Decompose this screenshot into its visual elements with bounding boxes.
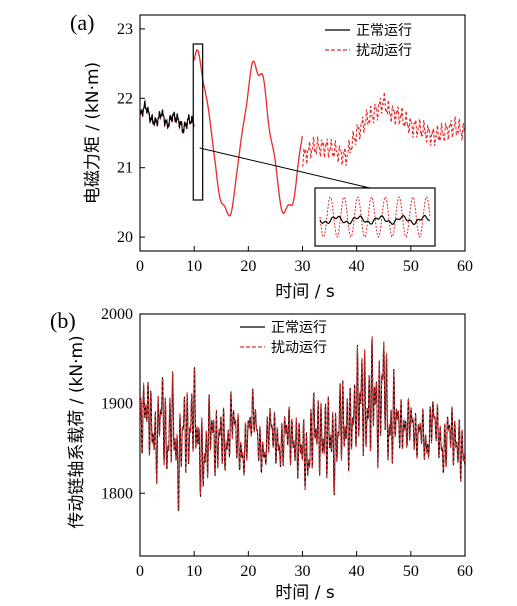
panel-a-y-tick-label: 22 [117,90,133,107]
panel-b-x-axis-title: 时间 / s [275,583,335,603]
zoom-inset-normal-line [319,214,431,226]
panel-b-y-axis-title: 传动链轴系载荷 / (kN·m) [67,335,87,528]
panel-a-x-tick-label: 0 [136,258,144,275]
zoom-region-box [192,43,204,201]
panel-b-x-tick-label: 40 [349,563,365,580]
zoom-inset-disturbed-line [319,196,431,238]
panel-b-x-tick-label: 50 [403,563,419,580]
panel-a-y-tick-label: 23 [117,21,133,38]
panel-a-x-tick-label: 20 [240,258,256,275]
panel-a-zoom-inset [192,43,436,247]
panel-b-x-tick-label: 20 [240,563,256,580]
panel-a-series-normal [140,99,195,134]
panel-a-x-axis-title: 时间 / s [275,282,335,302]
panel-b-x-tick-label: 10 [186,563,202,580]
panel-a-ticks: 0 10 20 30 40 50 60 20 21 22 23 [117,21,473,275]
panel-b-legend: 正常运行 扰动运行 [240,320,327,356]
panel-a-x-tick-label: 50 [403,258,419,275]
panel-a-x-tick-label: 10 [186,258,202,275]
panel-a-series-disturbed-post [302,92,465,167]
panel-b-legend-label-normal: 正常运行 [271,320,327,336]
panel-b-series-disturbed [140,336,465,510]
panel-b-x-tick-label: 0 [136,563,144,580]
panel-a-legend-label-disturbed: 扰动运行 [356,43,412,59]
panel-a-y-axis-title: 电磁力矩 / (kN·m) [83,62,103,204]
panel-a-y-tick-label: 20 [117,229,133,246]
panel-b-label: (b) [50,308,76,333]
panel-b-legend-label-disturbed: 扰动运行 [271,340,327,356]
panel-a-label: (a) [70,10,94,35]
panel-b-y-tick-label: 2000 [101,306,133,323]
panel-b-series [140,336,465,511]
panel-a-series-disturbed-pre [140,99,195,135]
panel-a-y-tick-label: 21 [117,160,133,177]
panel-a-legend-label-normal: 正常运行 [356,23,412,39]
panel-a-series [140,49,465,217]
panel-a-series-disturbed-oscillation [193,49,304,217]
panel-b-x-tick-label: 30 [295,563,311,580]
panel-b-y-tick-label: 1900 [101,396,133,413]
panel-b-x-tick-label: 60 [457,563,473,580]
panel-a-x-tick-label: 40 [349,258,365,275]
panel-b-y-tick-label: 1800 [101,485,133,502]
panel-a-legend: 正常运行 扰动运行 [325,23,412,59]
panel-a: (a) 0 10 20 30 40 50 60 20 21 22 23 时间 / s 电磁力矩 / … [70,10,473,302]
panel-a-x-tick-label: 30 [295,258,311,275]
panel-b-ticks: 0 10 20 30 40 50 60 1800 1900 2000 [101,306,473,580]
panel-b: (b) 0 10 20 30 40 50 60 1800 1900 2000 时间 / s 传动链… [50,306,473,603]
panel-a-x-tick-label: 60 [457,258,473,275]
zoom-connector-line [199,147,371,189]
